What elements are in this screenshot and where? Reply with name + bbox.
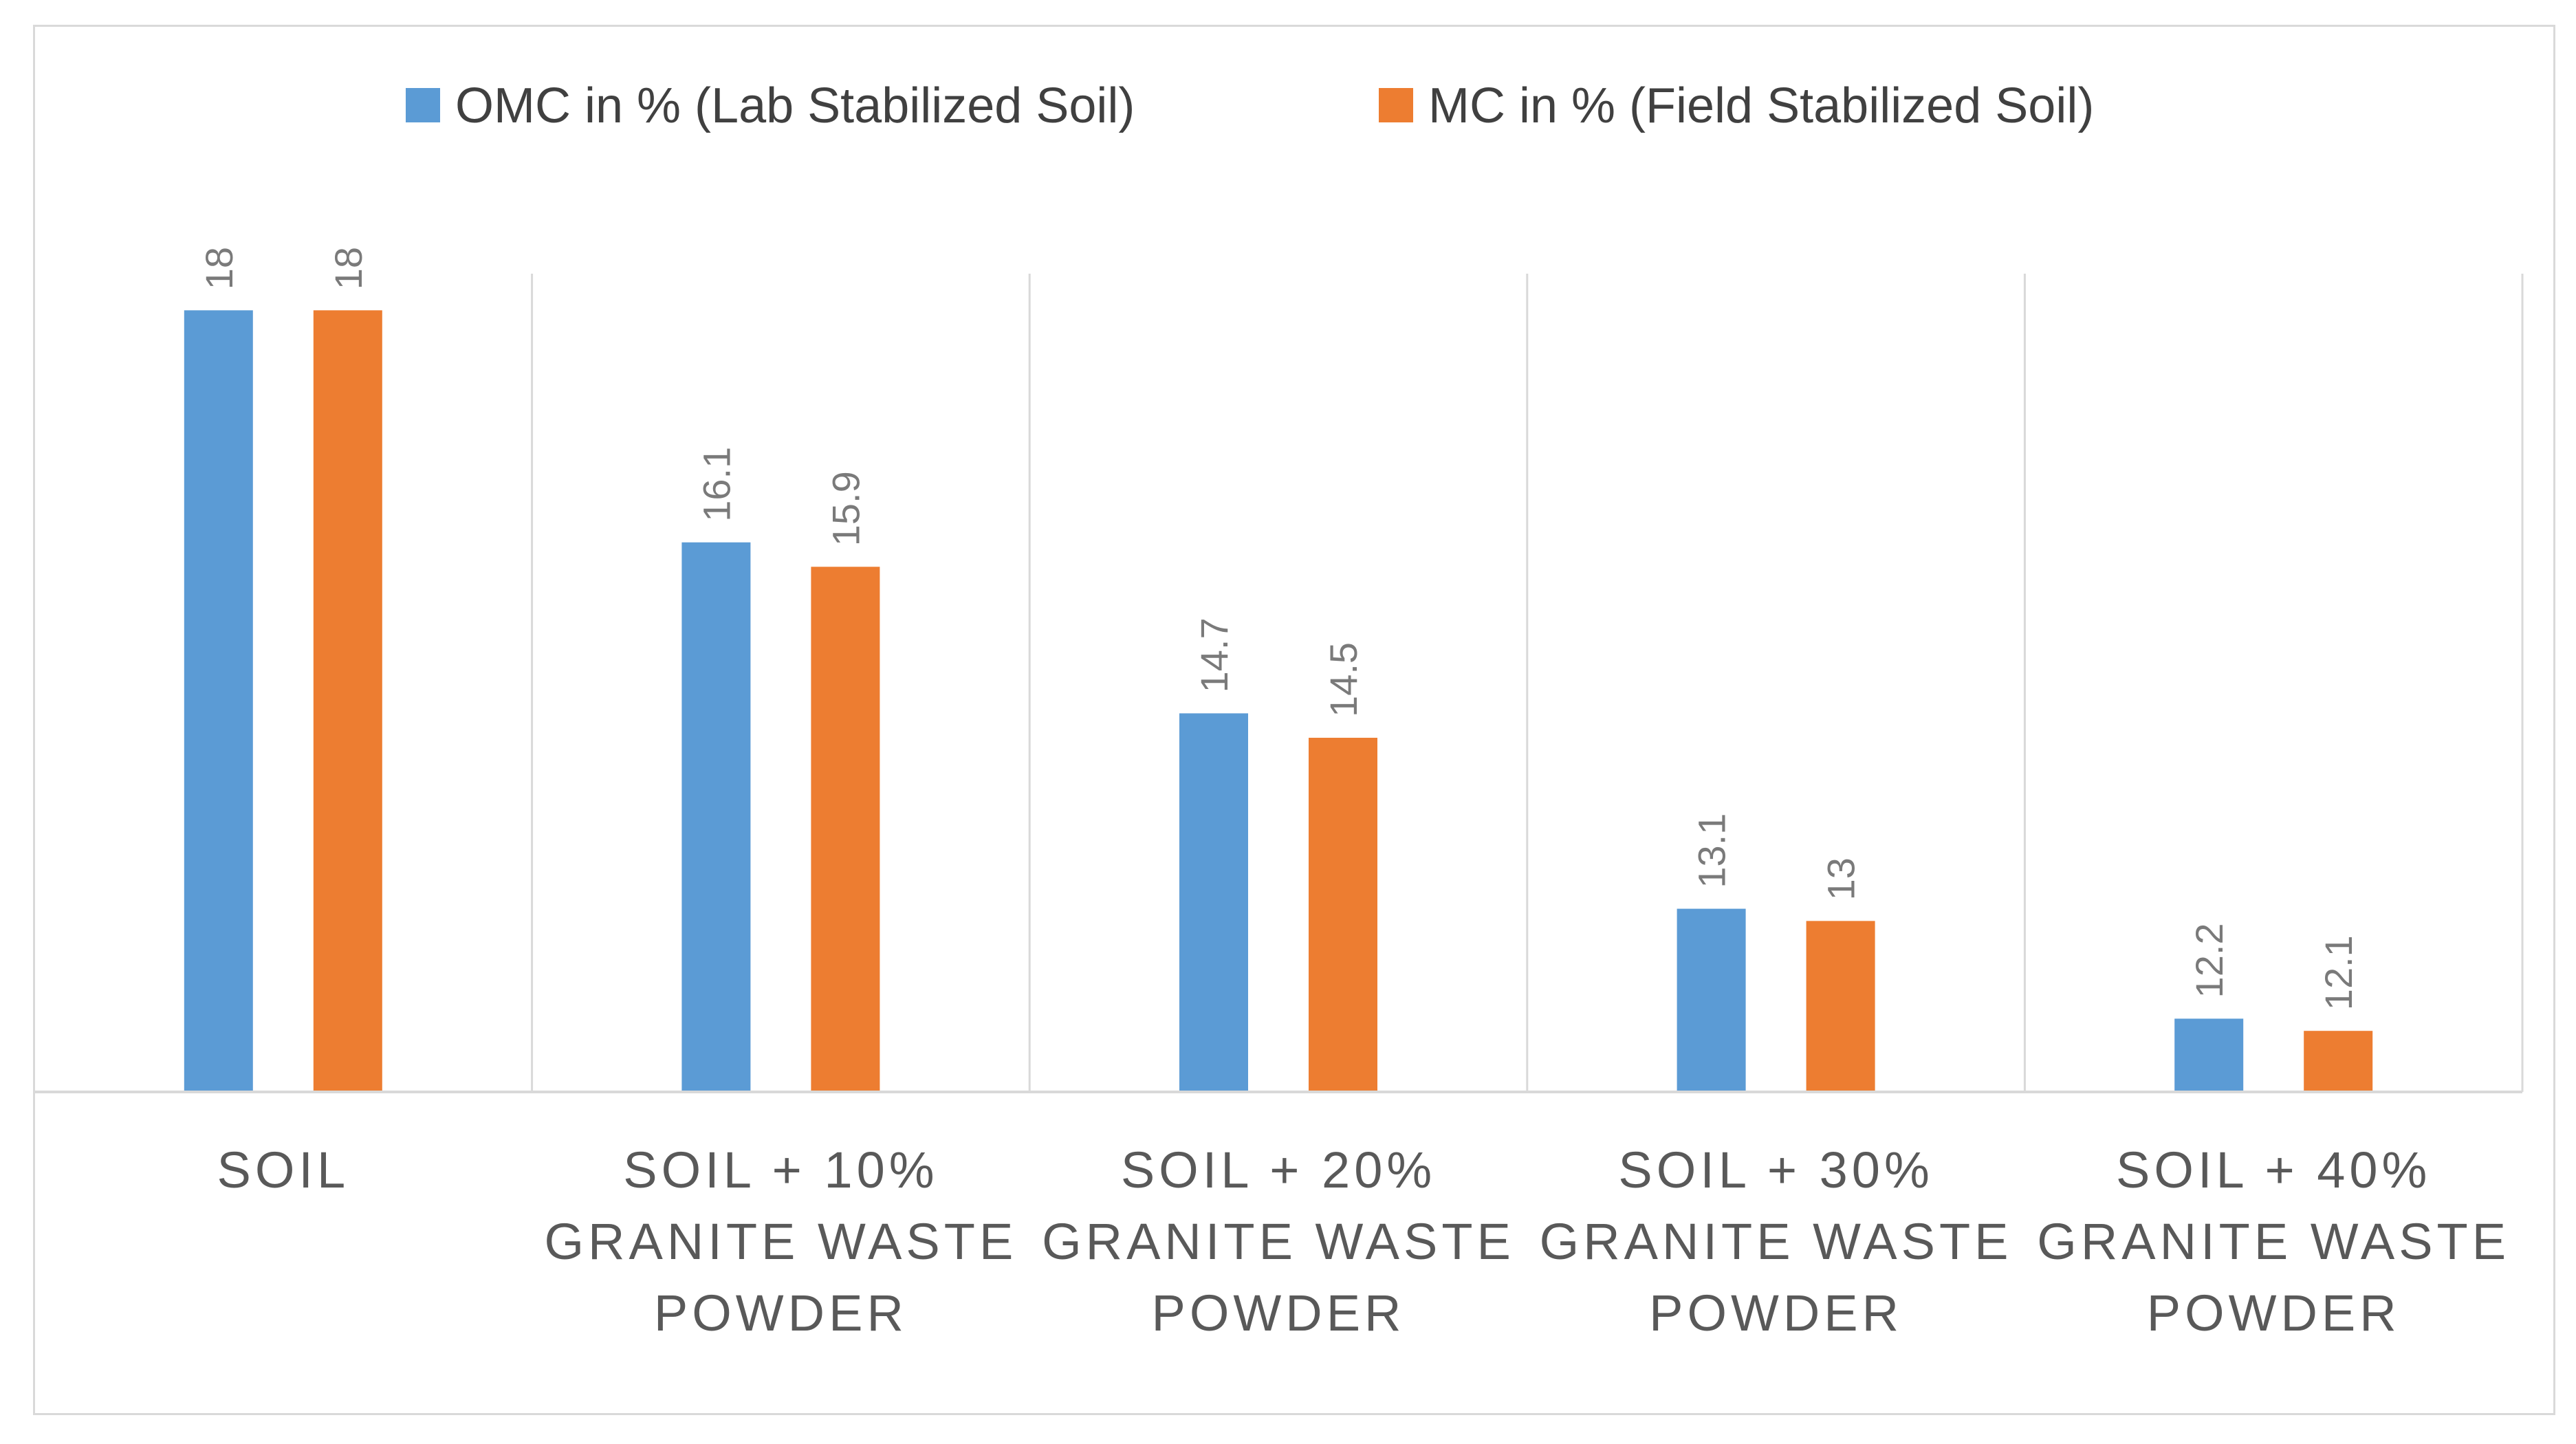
category-label: GRANITE WASTE xyxy=(1540,1213,2013,1270)
data-label-series1-cat1: 18 xyxy=(197,247,241,289)
category-label: SOIL + 20% xyxy=(1121,1141,1436,1199)
data-label-series1-cat5: 12.2 xyxy=(2187,923,2231,998)
category-label: SOIL xyxy=(217,1141,349,1199)
chart-frame xyxy=(33,25,2555,1415)
category-label: SOIL + 30% xyxy=(1618,1141,1933,1199)
data-label-series2-cat5: 12.1 xyxy=(2317,935,2360,1010)
data-label-series1-cat2: 16.1 xyxy=(695,447,738,522)
data-label-series1-cat3: 14.7 xyxy=(1192,617,1236,692)
bars xyxy=(184,310,2373,1092)
data-label-series2-cat4: 13 xyxy=(1820,857,1863,900)
legend: OMC in % (Lab Stabilized Soil) MC in % (F… xyxy=(406,78,2094,133)
category-label: SOIL + 40% xyxy=(2116,1141,2431,1199)
legend-label-1: OMC in % (Lab Stabilized Soil) xyxy=(455,78,1135,133)
bar-series1-cat4 xyxy=(1677,908,1746,1092)
category-label: POWDER xyxy=(1649,1284,1903,1342)
legend-swatch-1 xyxy=(406,88,440,122)
category-label: GRANITE WASTE xyxy=(2037,1213,2510,1270)
bar-series2-cat2 xyxy=(811,567,880,1092)
category-label: SOIL + 10% xyxy=(623,1141,938,1199)
bar-series1-cat2 xyxy=(681,542,751,1092)
data-label-series2-cat3: 14.5 xyxy=(1322,642,1365,717)
data-labels: 18 18 16.1 15.9 14.7 14.5 13.1 13 12.2 12.1 xyxy=(197,247,2360,1010)
category-label: POWDER xyxy=(2147,1284,2401,1342)
legend-label-2: MC in % (Field Stabilized Soil) xyxy=(1428,78,2094,133)
bar-series2-cat3 xyxy=(1309,737,1377,1092)
category-label: GRANITE WASTE xyxy=(1042,1213,1515,1270)
bar-series2-cat4 xyxy=(1806,921,1875,1092)
bar-series1-cat5 xyxy=(2174,1018,2244,1092)
category-labels: SOIL SOIL + 10% GRANITE WASTE POWDER SOIL + … xyxy=(217,1141,2510,1342)
bar-series1-cat3 xyxy=(1179,713,1248,1092)
category-label: POWDER xyxy=(1152,1284,1406,1342)
category-label: POWDER xyxy=(654,1284,908,1342)
bar-series2-cat5 xyxy=(2304,1031,2373,1092)
category-dividers xyxy=(531,274,2524,1092)
bar-series2-cat1 xyxy=(313,310,382,1092)
data-label-series2-cat2: 15.9 xyxy=(824,471,867,546)
data-label-series2-cat1: 18 xyxy=(327,247,370,289)
data-label-series1-cat4: 13.1 xyxy=(1690,813,1734,888)
category-label: GRANITE WASTE xyxy=(544,1213,1017,1270)
bar-series1-cat1 xyxy=(184,310,253,1092)
legend-swatch-2 xyxy=(1379,88,1413,122)
